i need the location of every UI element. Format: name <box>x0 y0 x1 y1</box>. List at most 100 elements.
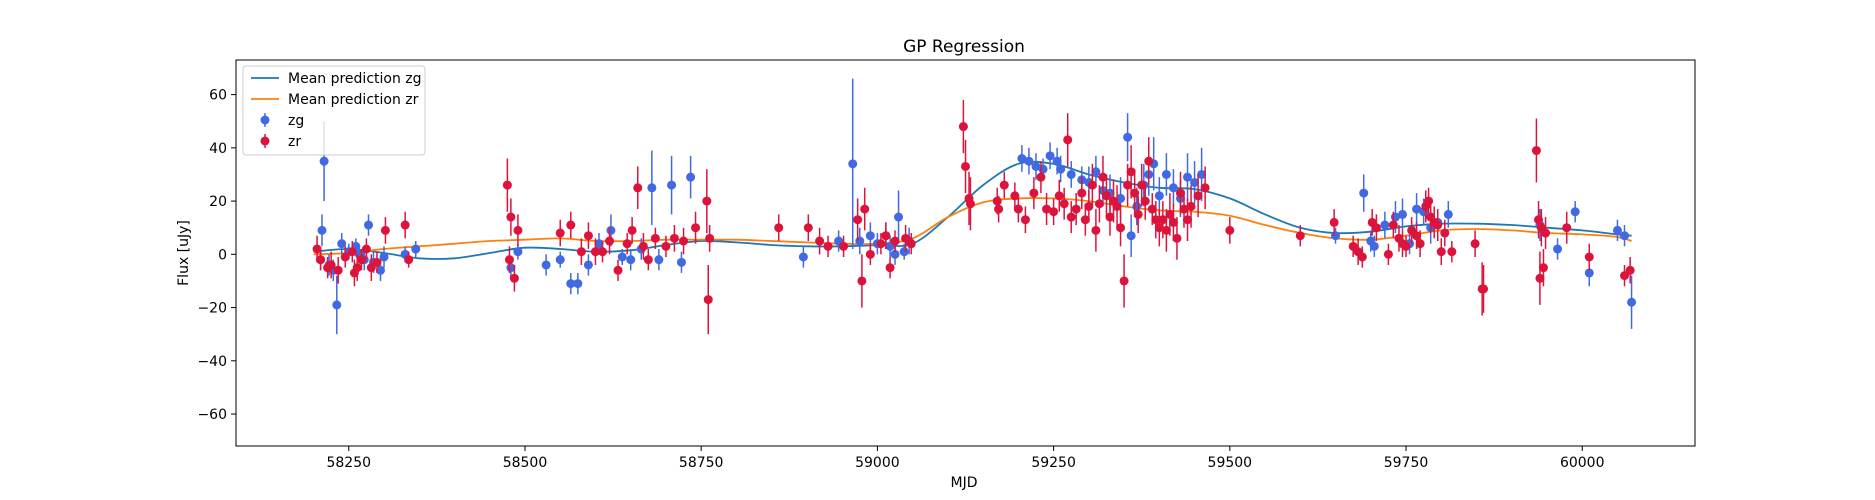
zr-marker <box>1371 223 1381 233</box>
zg-point <box>617 249 627 265</box>
zr-marker <box>1077 188 1087 198</box>
zr-marker <box>1084 201 1094 211</box>
zg-marker <box>617 252 627 262</box>
x-axis-label: MJD <box>951 475 978 491</box>
zr-point <box>513 214 523 247</box>
zr-point <box>1357 246 1367 268</box>
zr-marker <box>1126 167 1136 177</box>
zg-marker <box>855 236 865 246</box>
zr-marker <box>583 231 593 241</box>
legend-item-zg: zg <box>260 113 304 129</box>
zg-marker <box>364 220 374 230</box>
zg-marker <box>1331 231 1341 241</box>
zr-point <box>994 195 1004 223</box>
y-tick-label: 40 <box>209 141 227 157</box>
zg-marker <box>541 260 551 270</box>
zr-point <box>1541 217 1551 250</box>
zr-marker <box>555 228 565 238</box>
zr-marker <box>1172 233 1182 243</box>
zr-point <box>705 225 715 252</box>
zr-point <box>1112 185 1122 228</box>
zr-point <box>590 238 600 265</box>
legend-label: zr <box>288 134 301 150</box>
zg-point <box>583 254 593 276</box>
zg-point <box>899 243 909 260</box>
zr-marker <box>839 241 849 251</box>
zr-point <box>1470 230 1480 257</box>
zr-marker <box>1066 212 1076 222</box>
zr-marker <box>1133 209 1143 219</box>
zr-point <box>1077 177 1087 210</box>
zg-marker <box>686 172 696 182</box>
zg-marker <box>1091 167 1101 177</box>
zr-point <box>1165 193 1175 236</box>
zr-marker <box>1436 247 1446 257</box>
zr-marker <box>679 236 689 246</box>
zr-point <box>1172 217 1182 260</box>
zr-point <box>1151 201 1161 239</box>
x-tick-label: 59000 <box>855 455 900 471</box>
zr-point <box>347 241 357 263</box>
zr-marker <box>366 263 376 273</box>
zr-point <box>400 211 410 239</box>
zr-point <box>1087 163 1097 207</box>
zr-marker <box>372 257 382 267</box>
zg-point <box>1066 161 1076 188</box>
zr-point <box>1098 155 1108 199</box>
zr-point <box>965 177 975 231</box>
zr-marker <box>999 180 1009 190</box>
zg-marker <box>573 279 583 289</box>
zr-marker <box>1116 223 1126 233</box>
zr-point <box>703 264 713 335</box>
zr-point <box>1531 118 1541 183</box>
zr-point <box>1620 264 1630 287</box>
x-tick-label: 58750 <box>679 455 724 471</box>
zr-marker <box>1101 191 1111 201</box>
zr-point <box>1562 211 1572 244</box>
zr-marker <box>876 239 886 249</box>
zr-marker <box>1538 263 1548 273</box>
zr-marker <box>885 263 895 273</box>
zr-point <box>1295 225 1305 247</box>
zr-point <box>1371 214 1381 242</box>
zr-point <box>502 158 512 212</box>
zr-marker <box>661 241 671 251</box>
zr-marker <box>1013 204 1023 214</box>
zr-point <box>1584 243 1594 271</box>
zr-point <box>1036 161 1046 194</box>
zr-marker <box>1295 231 1305 241</box>
plot-area <box>235 59 1696 447</box>
zr-marker <box>865 249 875 259</box>
zr-marker <box>312 244 322 254</box>
zg-point <box>1620 225 1630 247</box>
zr-point <box>372 251 382 273</box>
zg-marker <box>1017 153 1027 163</box>
zg-point <box>1154 177 1164 215</box>
zr-marker <box>1147 204 1157 214</box>
zr-point <box>1168 203 1178 242</box>
zr-marker <box>1154 223 1164 233</box>
x-tick-label: 60000 <box>1560 455 1605 471</box>
zg-marker <box>1056 164 1066 174</box>
zr-marker <box>1144 156 1154 166</box>
zr-marker <box>627 225 637 235</box>
zr-point <box>509 264 519 292</box>
zr-marker <box>906 239 916 249</box>
zg-marker <box>606 225 616 235</box>
zg-point <box>1197 147 1207 202</box>
zg-point <box>1627 275 1637 329</box>
zr-point <box>650 227 660 250</box>
zr-point <box>661 235 671 257</box>
zr-marker <box>1620 271 1630 281</box>
legend-box <box>242 65 426 156</box>
zg-marker <box>647 183 657 193</box>
data-points <box>312 78 1637 335</box>
zr-marker <box>576 247 586 257</box>
zr-marker <box>1063 135 1073 145</box>
zr-marker <box>890 236 900 246</box>
zr-point <box>555 219 565 247</box>
zg-marker <box>1052 156 1062 166</box>
chart-title: GP Regression <box>903 37 1025 57</box>
zr-marker <box>1415 239 1425 249</box>
zg-point <box>654 249 664 271</box>
